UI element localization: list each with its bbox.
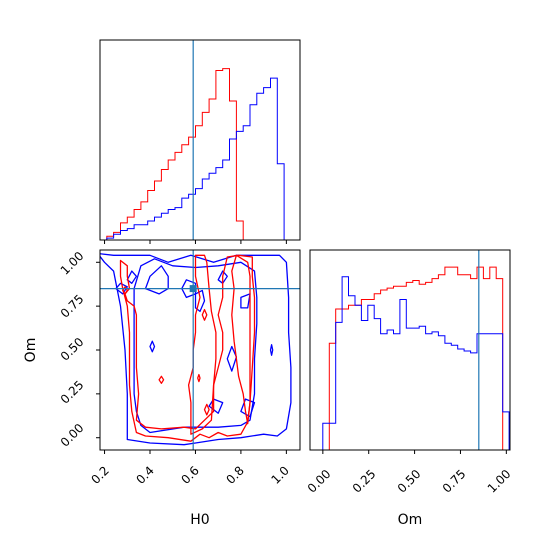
x-tick-label-om-4: 1.00 <box>485 467 514 496</box>
om-histogram-frame <box>309 249 511 451</box>
om-histogram-step-blue <box>322 276 510 450</box>
x-tick-label-h0-3: 0.8 <box>223 463 246 486</box>
h0-histogram-step-red <box>100 68 300 240</box>
contour-blue-11 <box>115 282 128 295</box>
x-tick-label-h0-1: 0.4 <box>133 463 156 486</box>
contour-blue-9 <box>149 340 156 353</box>
contour-blue-10 <box>269 344 274 356</box>
contour-red-1 <box>187 254 217 435</box>
contour-blue-2 <box>144 265 169 295</box>
contour-blue-1 <box>133 258 258 434</box>
contour-blue-4 <box>240 293 251 309</box>
contour-blue-8 <box>240 398 256 418</box>
om-histogram-group <box>322 266 510 450</box>
x-tick-label-om-0: 0.00 <box>305 467 334 496</box>
x-tick-label-om-2: 0.50 <box>395 467 424 496</box>
y-axis-label-om: Om <box>23 338 39 363</box>
h0-histogram-frame <box>99 39 301 241</box>
contour-red-3 <box>201 308 208 321</box>
contour-blue-12 <box>126 270 138 284</box>
x-axis-label-h0: H0 <box>190 512 209 528</box>
contour-red-5 <box>158 375 165 384</box>
y-tick-label-om-3: 0.75 <box>58 292 87 321</box>
y-tick-label-om-1: 0.25 <box>58 378 87 407</box>
y-tick-label-om-2: 0.50 <box>58 335 87 364</box>
x-tick-label-h0-0: 0.2 <box>88 463 111 486</box>
y-tick-label-om-0: 0.00 <box>58 421 87 450</box>
h0-histogram-step-blue <box>100 77 300 240</box>
om-histogram-step-red <box>322 266 510 450</box>
contour-red-4 <box>197 373 201 383</box>
h0-histogram-group <box>100 68 300 240</box>
truth-marker <box>189 285 197 293</box>
x-tick-label-om-1: 0.25 <box>350 467 379 496</box>
x-tick-label-h0-4: 1.0 <box>268 463 291 486</box>
y-tick-label-om-4: 1.00 <box>58 249 87 278</box>
contour-red-0 <box>119 254 256 442</box>
contour-blue-0 <box>100 253 292 446</box>
x-tick-label-h0-2: 0.6 <box>178 463 201 486</box>
x-axis-label-om: Om <box>398 512 423 528</box>
contour-blue-5 <box>194 289 206 313</box>
contour-red-6 <box>203 403 210 416</box>
contour-group <box>100 250 300 450</box>
contour-blue-7 <box>208 398 224 414</box>
contour-blue-13 <box>217 270 228 284</box>
x-tick-label-om-3: 0.75 <box>440 467 469 496</box>
contour-red-2 <box>231 254 251 425</box>
